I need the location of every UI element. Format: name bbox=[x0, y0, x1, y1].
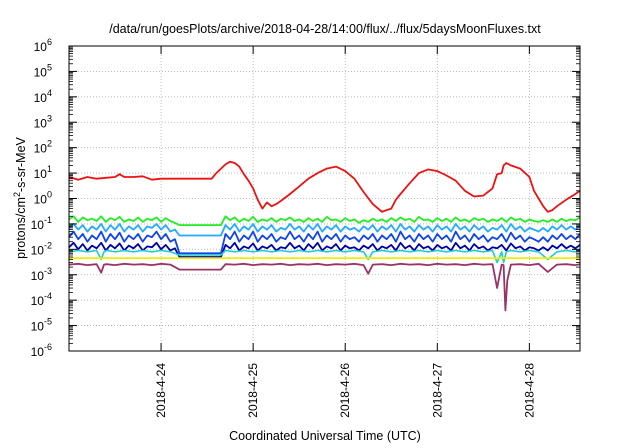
grid-lines bbox=[69, 46, 580, 351]
series-line-5 bbox=[68, 241, 581, 258]
series-line-1 bbox=[68, 160, 581, 213]
y-tick-label: 102 bbox=[34, 139, 52, 156]
series-line-8 bbox=[68, 262, 581, 312]
y-tick-label: 10-1 bbox=[31, 215, 52, 232]
y-tick-label: 10-2 bbox=[31, 240, 52, 257]
x-tick-label: 2018-4-27 bbox=[430, 363, 444, 418]
y-tick-label: 103 bbox=[34, 113, 52, 130]
y-tick-label: 104 bbox=[34, 88, 52, 105]
series-line-2 bbox=[68, 215, 581, 227]
series-line-3 bbox=[68, 222, 581, 237]
y-tick-label: 10-4 bbox=[31, 291, 52, 308]
x-tick-label: 2018-4-25 bbox=[246, 363, 260, 418]
y-tick-label: 106 bbox=[34, 37, 52, 54]
axis-ticks bbox=[69, 45, 580, 352]
y-tick-label: 10-6 bbox=[31, 342, 52, 359]
x-tick-label: 2018-4-28 bbox=[522, 363, 536, 418]
y-tick-label: 10-5 bbox=[31, 317, 52, 334]
y-tick-labels: 10-6 10-5 10-4 10-3 10-2 10-1 100 101 102 103 104 1… bbox=[31, 37, 52, 359]
x-tick-label: 2018-4-26 bbox=[338, 363, 352, 418]
series-layer bbox=[68, 160, 581, 312]
y-axis-label: protons/cm2-s-sr-MeV bbox=[12, 136, 28, 258]
chart-title: /data/run/goesPlots/archive/2018-04-28/1… bbox=[109, 22, 541, 36]
y-tick-label: 100 bbox=[34, 190, 52, 207]
x-tick-label: 2018-4-24 bbox=[154, 363, 168, 418]
x-tick-labels: 2018-4-24 2018-4-25 2018-4-26 2018-4-27 2018… bbox=[154, 363, 536, 418]
y-tick-label: 101 bbox=[34, 164, 52, 181]
y-tick-label: 10-3 bbox=[31, 266, 52, 283]
series-line-6 bbox=[68, 249, 581, 264]
y-tick-label: 105 bbox=[34, 62, 52, 79]
series-line-4 bbox=[68, 230, 581, 255]
x-axis-label: Coordinated Universal Time (UTC) bbox=[229, 429, 421, 443]
